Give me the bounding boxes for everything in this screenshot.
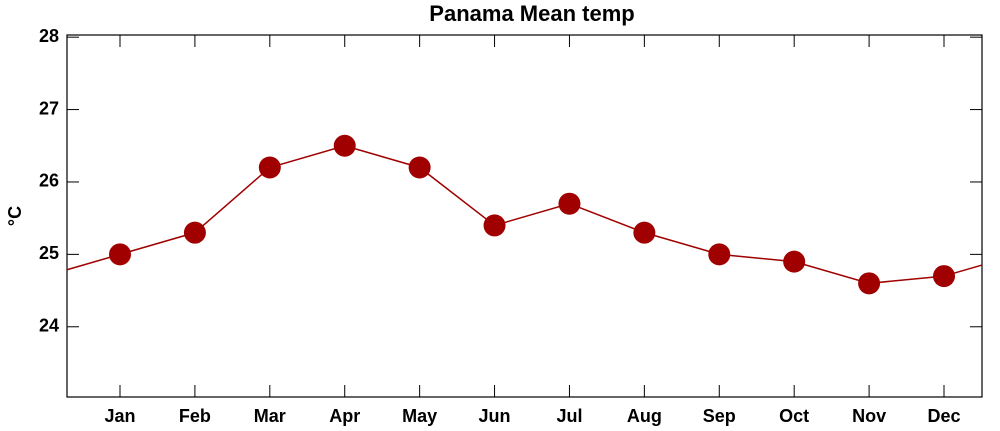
data-point xyxy=(783,250,806,273)
data-point xyxy=(333,134,356,157)
data-point xyxy=(408,156,431,179)
x-tick-label: Jul xyxy=(556,406,582,426)
series-line xyxy=(119,144,945,285)
data-point xyxy=(933,265,955,288)
y-tick-label: 26 xyxy=(39,171,59,191)
plot-frame xyxy=(66,34,983,398)
data-point xyxy=(858,272,881,295)
data-point xyxy=(708,243,731,266)
x-tick-label: Apr xyxy=(329,406,360,426)
y-tick-label: 28 xyxy=(39,26,59,46)
data-point xyxy=(633,221,656,244)
data-point xyxy=(558,192,581,215)
data-point xyxy=(109,243,131,266)
x-tick-label: Sep xyxy=(703,406,736,426)
data-point xyxy=(183,221,206,244)
x-tick-label: Oct xyxy=(779,406,809,426)
x-tick-label: Jun xyxy=(479,406,511,426)
x-tick-label: Mar xyxy=(254,406,286,426)
y-axis-label: °C xyxy=(5,206,25,226)
x-tick-label: Nov xyxy=(852,406,886,426)
x-tick-label: Jan xyxy=(104,406,135,426)
x-tick-label: Dec xyxy=(927,406,960,426)
x-tick-label: Feb xyxy=(179,406,211,426)
data-point xyxy=(258,156,281,179)
data-point xyxy=(483,214,506,237)
x-tick-label: Aug xyxy=(627,406,662,426)
chart-title: Panama Mean temp xyxy=(429,1,634,26)
x-tick-label: May xyxy=(402,406,437,426)
y-tick-label: 25 xyxy=(39,243,59,263)
y-tick-label: 27 xyxy=(39,98,59,118)
y-tick-label: 24 xyxy=(39,316,59,336)
